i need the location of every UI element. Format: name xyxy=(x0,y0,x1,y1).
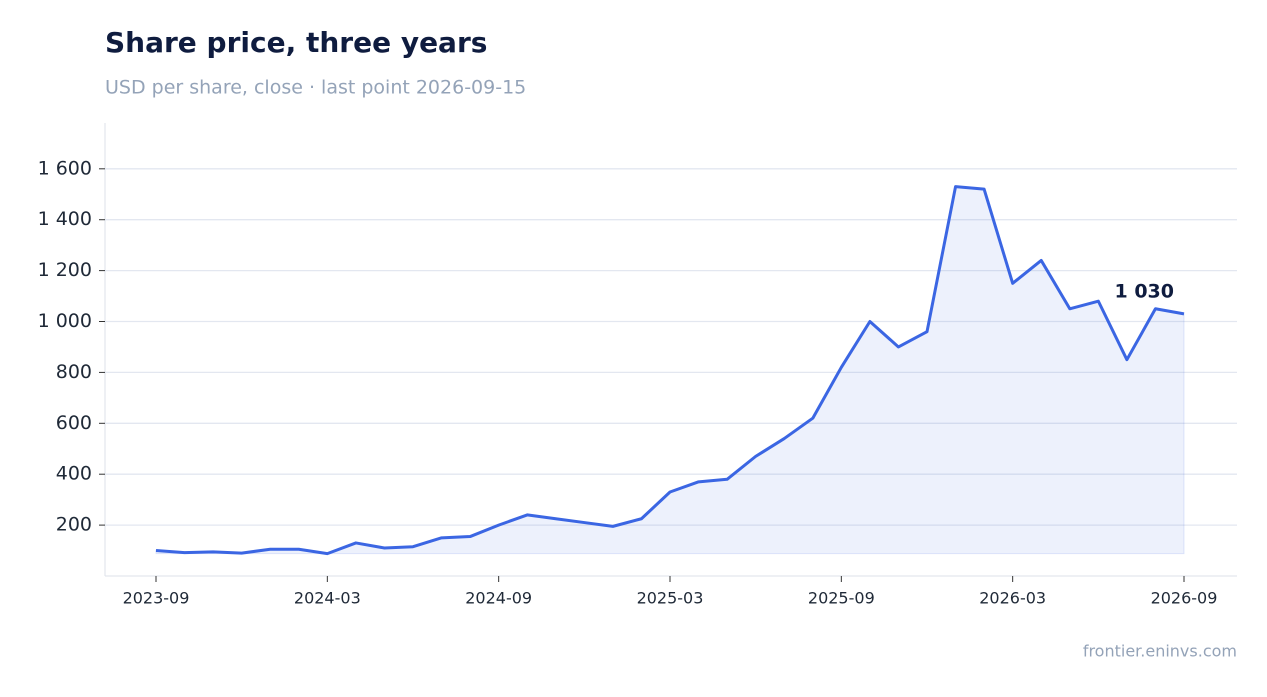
chart-subtitle: USD per share, close · last point 2026-0… xyxy=(105,77,526,99)
y-tick-label: 1 600 xyxy=(38,157,92,179)
y-tick-label: 1 200 xyxy=(38,259,92,281)
source: frontier.eninvs.com xyxy=(1083,642,1237,661)
x-tick-label: 2025-09 xyxy=(808,589,875,608)
x-tick-label: 2024-03 xyxy=(294,589,361,608)
area xyxy=(155,186,1185,555)
x-tick-label: 2024-09 xyxy=(465,589,532,608)
line xyxy=(155,185,1185,556)
y-tick-label: 600 xyxy=(56,412,92,434)
value-label: 1 030 xyxy=(1115,280,1175,302)
x-tick-label: 2025-03 xyxy=(637,589,704,608)
x-tick-label: 2023-09 xyxy=(123,589,190,608)
y-tick-label: 1 400 xyxy=(38,208,92,230)
y-tick-label: 1 000 xyxy=(38,310,92,332)
y-tick-label: 800 xyxy=(56,361,92,383)
x-tick-label: 2026-03 xyxy=(979,589,1046,608)
chart-title: Share price, three years xyxy=(105,26,487,59)
x-tick-label: 2026-09 xyxy=(1151,589,1218,608)
y-tick-label: 200 xyxy=(56,514,92,536)
y-tick-label: 400 xyxy=(56,463,92,485)
